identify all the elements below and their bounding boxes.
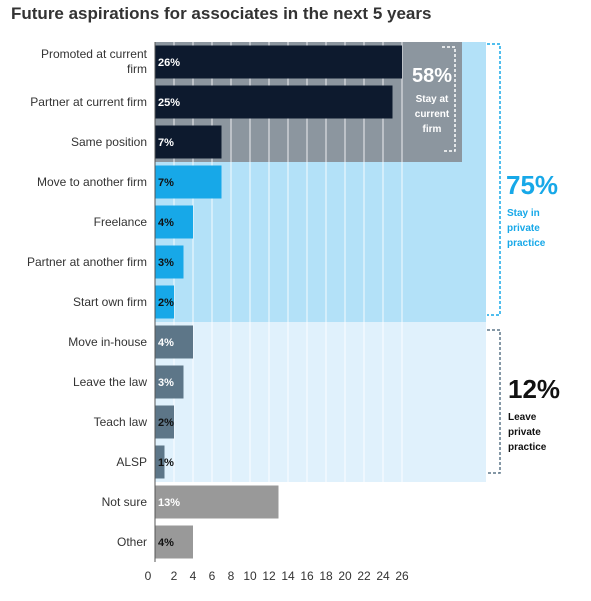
x-tick-label: 18 xyxy=(319,569,333,583)
group-label-stay-private: practice xyxy=(507,238,546,249)
bar xyxy=(155,205,193,239)
x-tick-label: 26 xyxy=(395,569,409,583)
category-label: Not sure xyxy=(102,495,148,509)
x-tick-label: 10 xyxy=(243,569,257,583)
bar xyxy=(155,165,222,199)
data-label: 3% xyxy=(158,377,174,389)
group-panel-2 xyxy=(155,322,486,482)
data-label: 3% xyxy=(158,257,174,269)
bar xyxy=(155,45,402,79)
category-label: Start own firm xyxy=(73,295,147,309)
bracket-stay-current xyxy=(442,46,456,152)
x-tick-label: 4 xyxy=(190,569,197,583)
group-value-stay-current: 58% xyxy=(412,65,452,87)
group-label-stay-current: Stay at xyxy=(416,94,449,105)
data-label: 4% xyxy=(158,537,174,549)
bracket-stay-private xyxy=(487,43,501,316)
data-label: 1% xyxy=(158,457,174,469)
data-label: 4% xyxy=(158,217,174,229)
group-value-stay-private: 75% xyxy=(506,170,558,200)
bar xyxy=(155,85,393,119)
data-label: 13% xyxy=(158,497,180,509)
group-label-leave-private: practice xyxy=(508,442,547,453)
bar xyxy=(155,485,279,519)
data-label: 2% xyxy=(158,297,174,309)
bar xyxy=(155,245,184,279)
category-label: Partner at current firm xyxy=(30,95,147,109)
data-label: 7% xyxy=(158,177,174,189)
bar xyxy=(155,445,165,479)
data-label: 25% xyxy=(158,97,180,109)
category-label: Move to another firm xyxy=(37,175,147,189)
group-value-leave-private: 12% xyxy=(508,374,560,404)
bracket-leave-private xyxy=(487,329,501,474)
category-label: ALSP xyxy=(116,455,147,469)
bar xyxy=(155,365,184,399)
x-tick-label: 14 xyxy=(281,569,295,583)
bar xyxy=(155,405,174,439)
x-tick-label: 2 xyxy=(171,569,178,583)
x-tick-label: 12 xyxy=(262,569,276,583)
group-label-stay-private: private xyxy=(507,223,540,234)
category-label: Promoted at current firm xyxy=(41,47,148,76)
bar xyxy=(155,125,222,159)
category-label: Other xyxy=(117,535,147,549)
data-label: 4% xyxy=(158,337,174,349)
category-label: Freelance xyxy=(94,215,148,229)
bar xyxy=(155,525,193,559)
category-label: Move in-house xyxy=(68,335,147,349)
category-label: Same position xyxy=(71,135,147,149)
data-label: 7% xyxy=(158,137,174,149)
category-label: Partner at another firm xyxy=(27,255,147,269)
x-tick-label: 8 xyxy=(228,569,235,583)
x-tick-label: 16 xyxy=(300,569,314,583)
category-label: Leave the law xyxy=(73,375,147,389)
group-label-stay-private: Stay in xyxy=(507,208,540,219)
x-tick-label: 24 xyxy=(376,569,390,583)
group-label-stay-current: current xyxy=(415,109,450,120)
group-label-stay-current: firm xyxy=(423,124,442,135)
group-label-leave-private: Leave xyxy=(508,412,537,423)
group-label-leave-private: private xyxy=(508,427,541,438)
x-tick-label: 20 xyxy=(338,569,352,583)
data-label: 26% xyxy=(158,57,180,69)
data-label: 2% xyxy=(158,417,174,429)
x-tick-label: 0 xyxy=(145,569,152,583)
bar xyxy=(155,325,193,359)
x-tick-label: 6 xyxy=(209,569,216,583)
chart-title: Future aspirations for associates in the… xyxy=(11,4,432,23)
x-tick-label: 22 xyxy=(357,569,371,583)
category-label: Teach law xyxy=(94,415,148,429)
bar xyxy=(155,285,174,319)
